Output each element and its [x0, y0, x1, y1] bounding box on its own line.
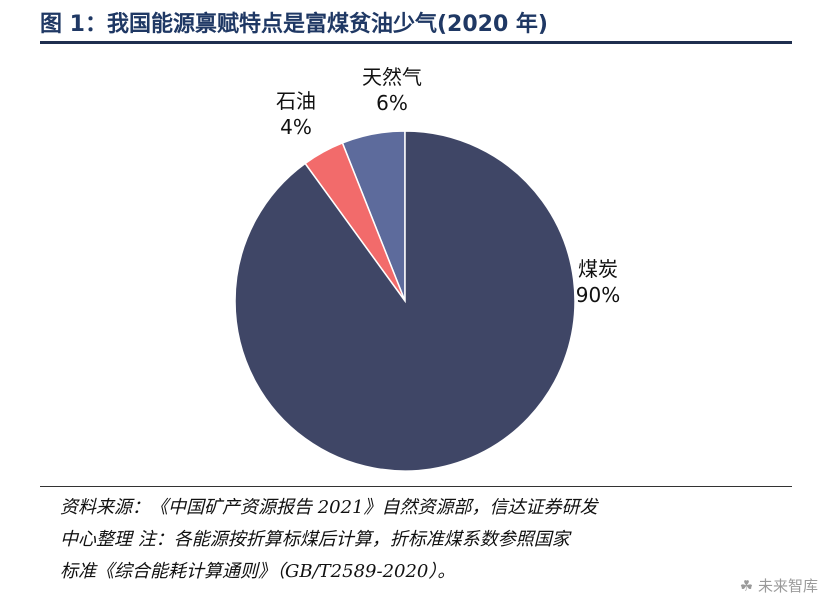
- watermark-icon: ☘: [739, 577, 754, 595]
- slice-value-label: 6%: [376, 91, 408, 115]
- slice-value-label: 4%: [280, 115, 312, 139]
- source-note-line: 资料来源：《中国矿产资源报告 2021》自然资源部，信达证券研发: [60, 497, 598, 518]
- slice-value-label: 90%: [576, 283, 620, 307]
- watermark-text: 未来智库: [757, 577, 818, 595]
- source-note-line: 中心整理 注：各能源按折算标煤后计算，折标准煤系数参照国家: [60, 529, 570, 550]
- watermark: ☘ 未来智库: [740, 575, 818, 596]
- figure-title: 图 1：我国能源禀赋特点是富煤贫油少气(2020 年): [40, 12, 548, 37]
- pie-slice-2: [234, 130, 576, 472]
- slice-name-label: 煤炭: [578, 257, 618, 281]
- source-rule: [40, 486, 792, 487]
- source-note: 资料来源：《中国矿产资源报告 2021》自然资源部，信达证券研发 中心整理 注：…: [60, 492, 800, 588]
- slice-name-label: 石油: [276, 89, 316, 113]
- title-rule: [40, 41, 792, 44]
- source-note-line: 标准《综合能耗计算通则》（GB/T2589-2020）。: [60, 561, 456, 582]
- slice-name-label: 天然气: [362, 65, 422, 89]
